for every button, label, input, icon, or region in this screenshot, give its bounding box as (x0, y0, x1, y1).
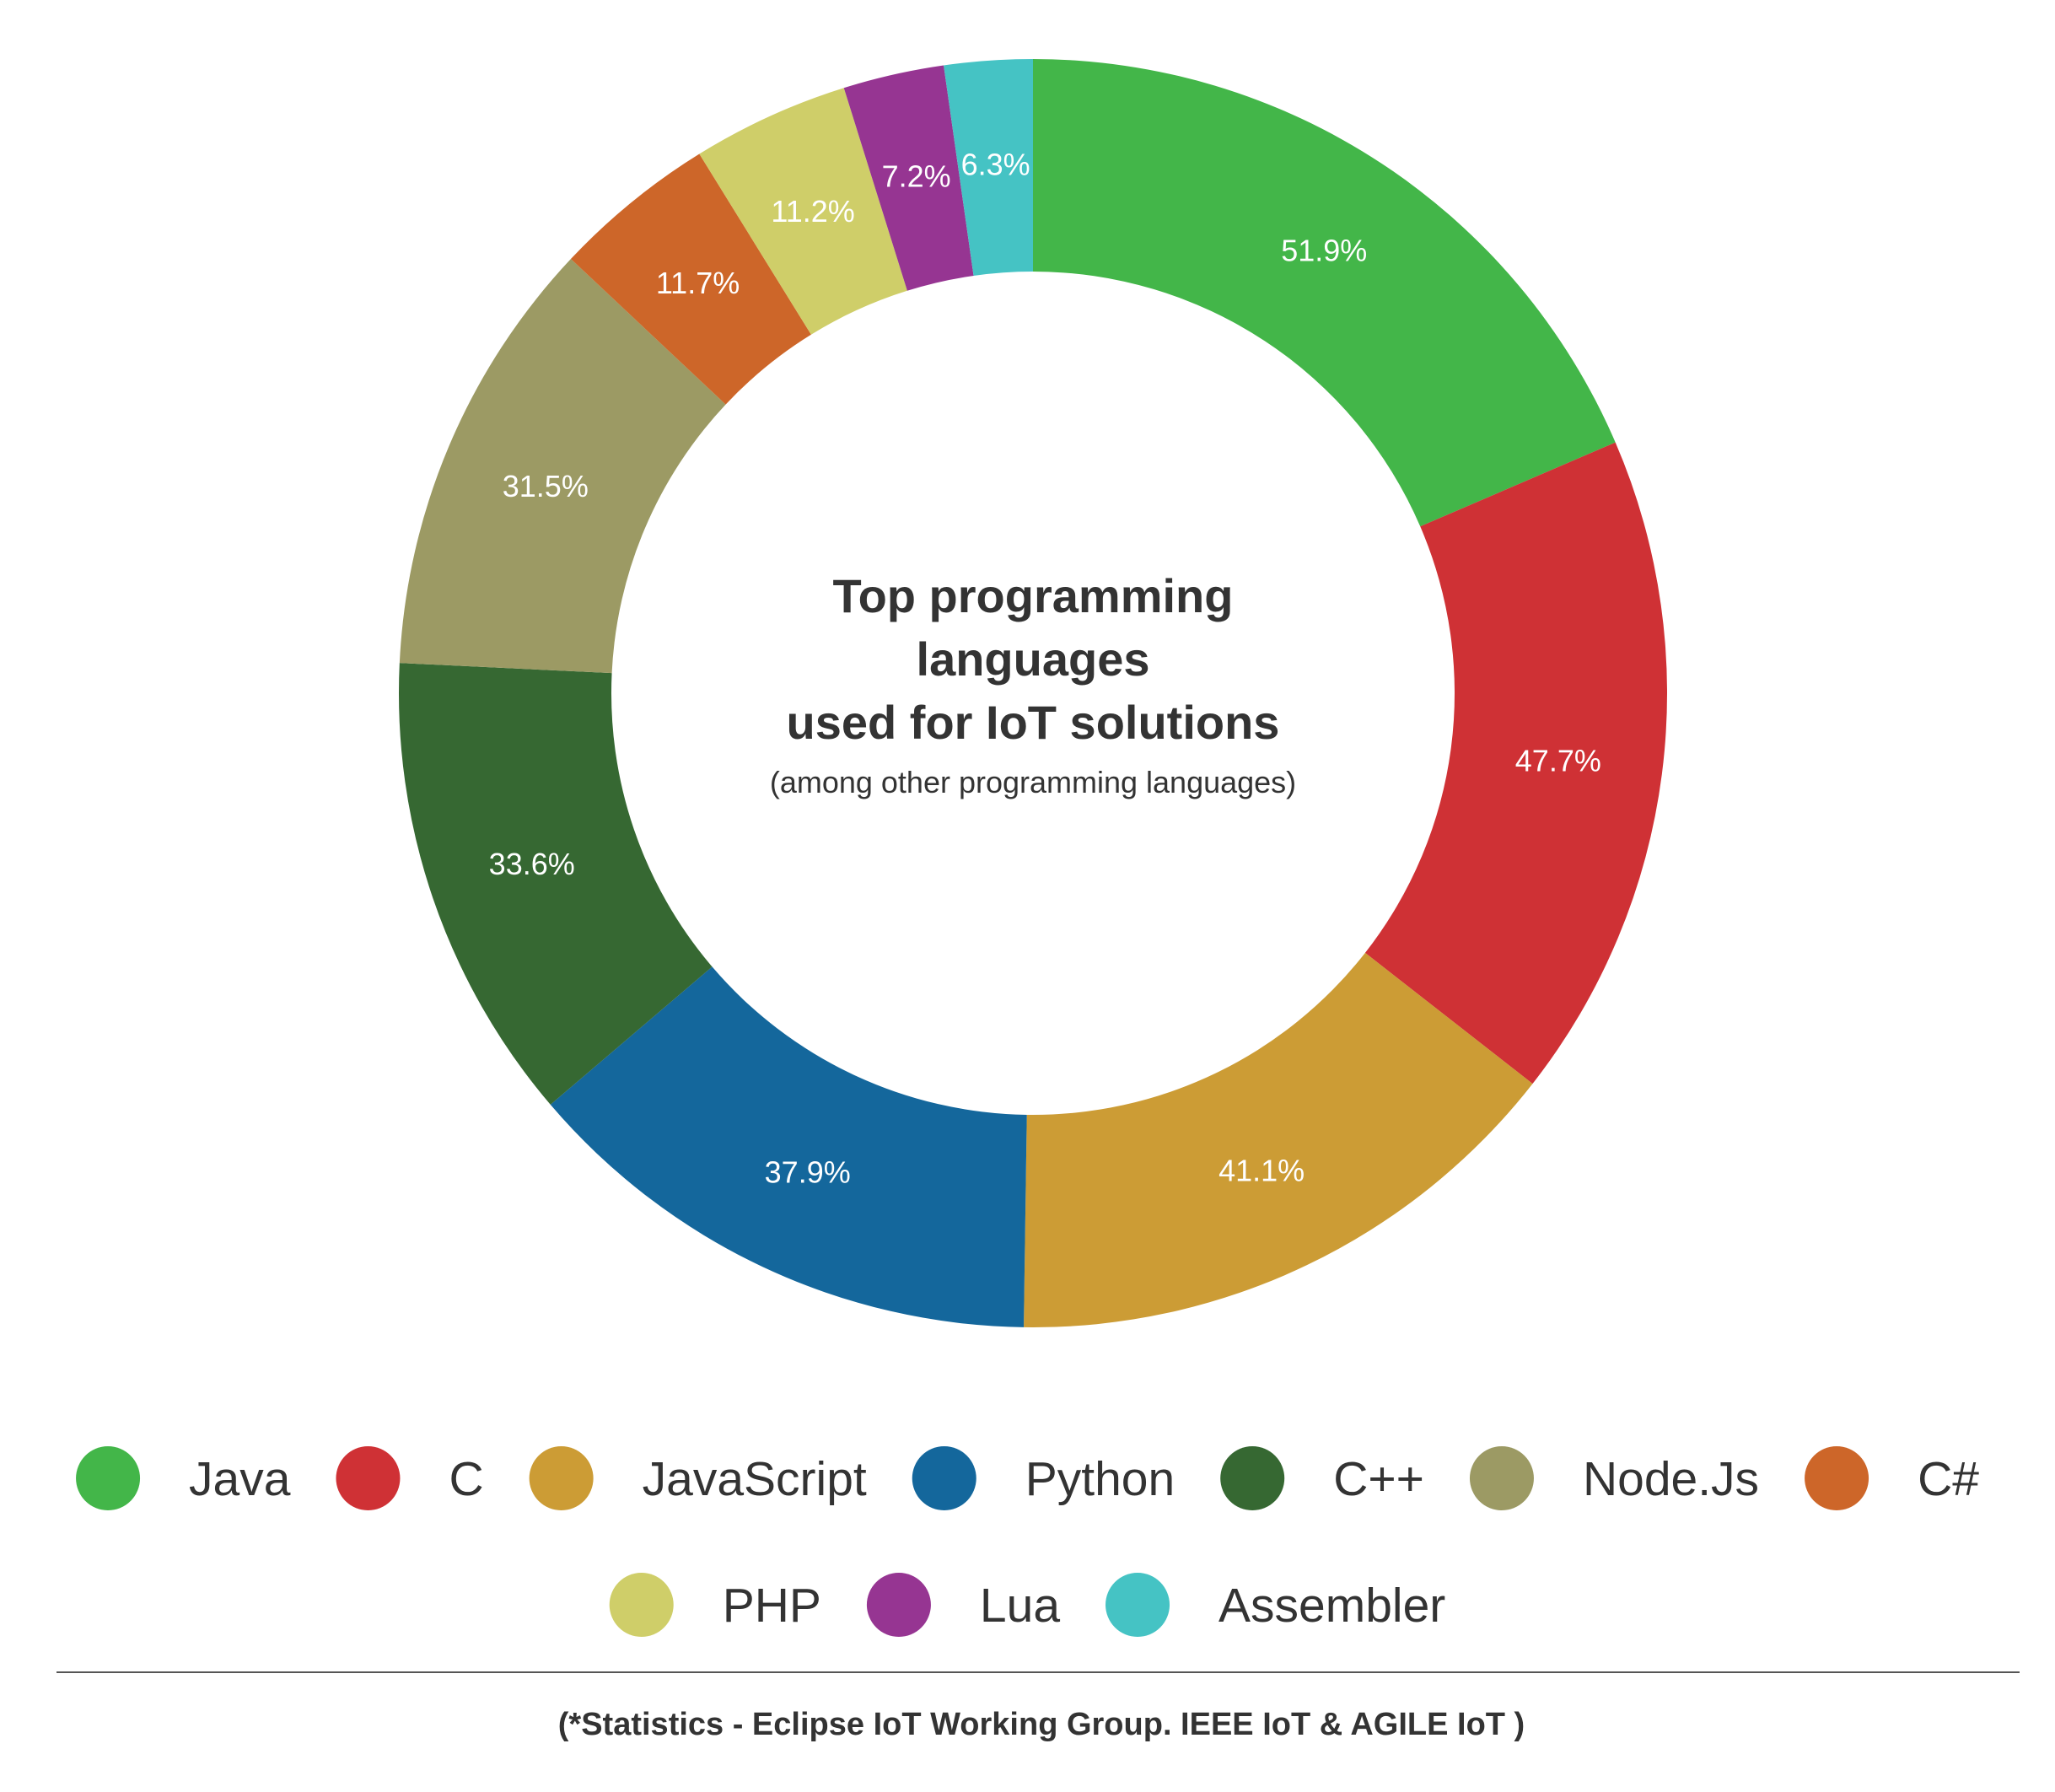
legend: Java C JavaScript Python C++ Node.Js C# PHP Lua A… (76, 1446, 1979, 1637)
slices-group (399, 59, 1667, 1327)
legend-label-lua: Lua (980, 1579, 1060, 1633)
legend-marker-node-js (1469, 1446, 1534, 1510)
slice-php (699, 88, 907, 335)
slice-label-c: 47.7% (1515, 743, 1601, 778)
legend-label-c: C (449, 1452, 483, 1506)
slice-c (570, 153, 811, 405)
chart-subtitle: (among other programming languages) (770, 765, 1296, 799)
legend-label-javascript: JavaScript (643, 1452, 867, 1506)
slice-c (399, 663, 713, 1105)
slice-c (1364, 442, 1667, 1084)
slice-lua (843, 65, 974, 291)
slice-label-c: 33.6% (489, 847, 575, 881)
legend-marker-c (1220, 1446, 1285, 1510)
legend-marker-php (609, 1573, 674, 1637)
legend-label-php: PHP (723, 1579, 821, 1633)
chart-title-line-3: used for IoT solutions (787, 696, 1280, 749)
slice-assembler (944, 59, 1033, 276)
slice-labels-group: 51.9% 47.7% 41.1% 37.9% 33.6% 31.5% 11.7% 11.2%… (489, 148, 1601, 1190)
legend-label-assembler: Assembler (1218, 1579, 1445, 1633)
chart-title-line-2: languages (917, 632, 1150, 686)
legend-label-java: Java (189, 1452, 291, 1506)
slice-javascript (1024, 952, 1533, 1327)
slice-label-node-js: 31.5% (503, 469, 589, 503)
legend-marker-c (1805, 1446, 1869, 1510)
slice-python (550, 966, 1027, 1327)
slice-node-js (399, 259, 726, 674)
legend-label-node-js: Node.Js (1583, 1452, 1759, 1506)
chart-title-line-1: Top programming (833, 569, 1234, 622)
slice-label-lua: 7.2% (882, 159, 951, 193)
legend-marker-javascript (529, 1446, 594, 1510)
legend-label-c: C# (1918, 1452, 1979, 1506)
footer-note: (*Statistics - Eclipse IoT Working Group… (558, 1707, 1525, 1742)
slice-label-assembler: 6.3% (961, 148, 1030, 182)
legend-marker-lua (866, 1573, 931, 1637)
legend-marker-python (912, 1446, 976, 1510)
legend-label-python: Python (1025, 1452, 1175, 1506)
slice-label-javascript: 41.1% (1218, 1153, 1305, 1187)
legend-marker-java (76, 1446, 141, 1510)
slice-java (1033, 59, 1616, 527)
slice-label-java: 51.9% (1281, 233, 1367, 267)
slice-label-c: 11.7% (656, 266, 740, 300)
legend-marker-assembler (1106, 1573, 1170, 1637)
legend-label-c: C++ (1333, 1452, 1424, 1506)
slice-label-php: 11.2% (771, 194, 854, 229)
legend-marker-c (336, 1446, 401, 1510)
slice-label-python: 37.9% (765, 1154, 851, 1189)
